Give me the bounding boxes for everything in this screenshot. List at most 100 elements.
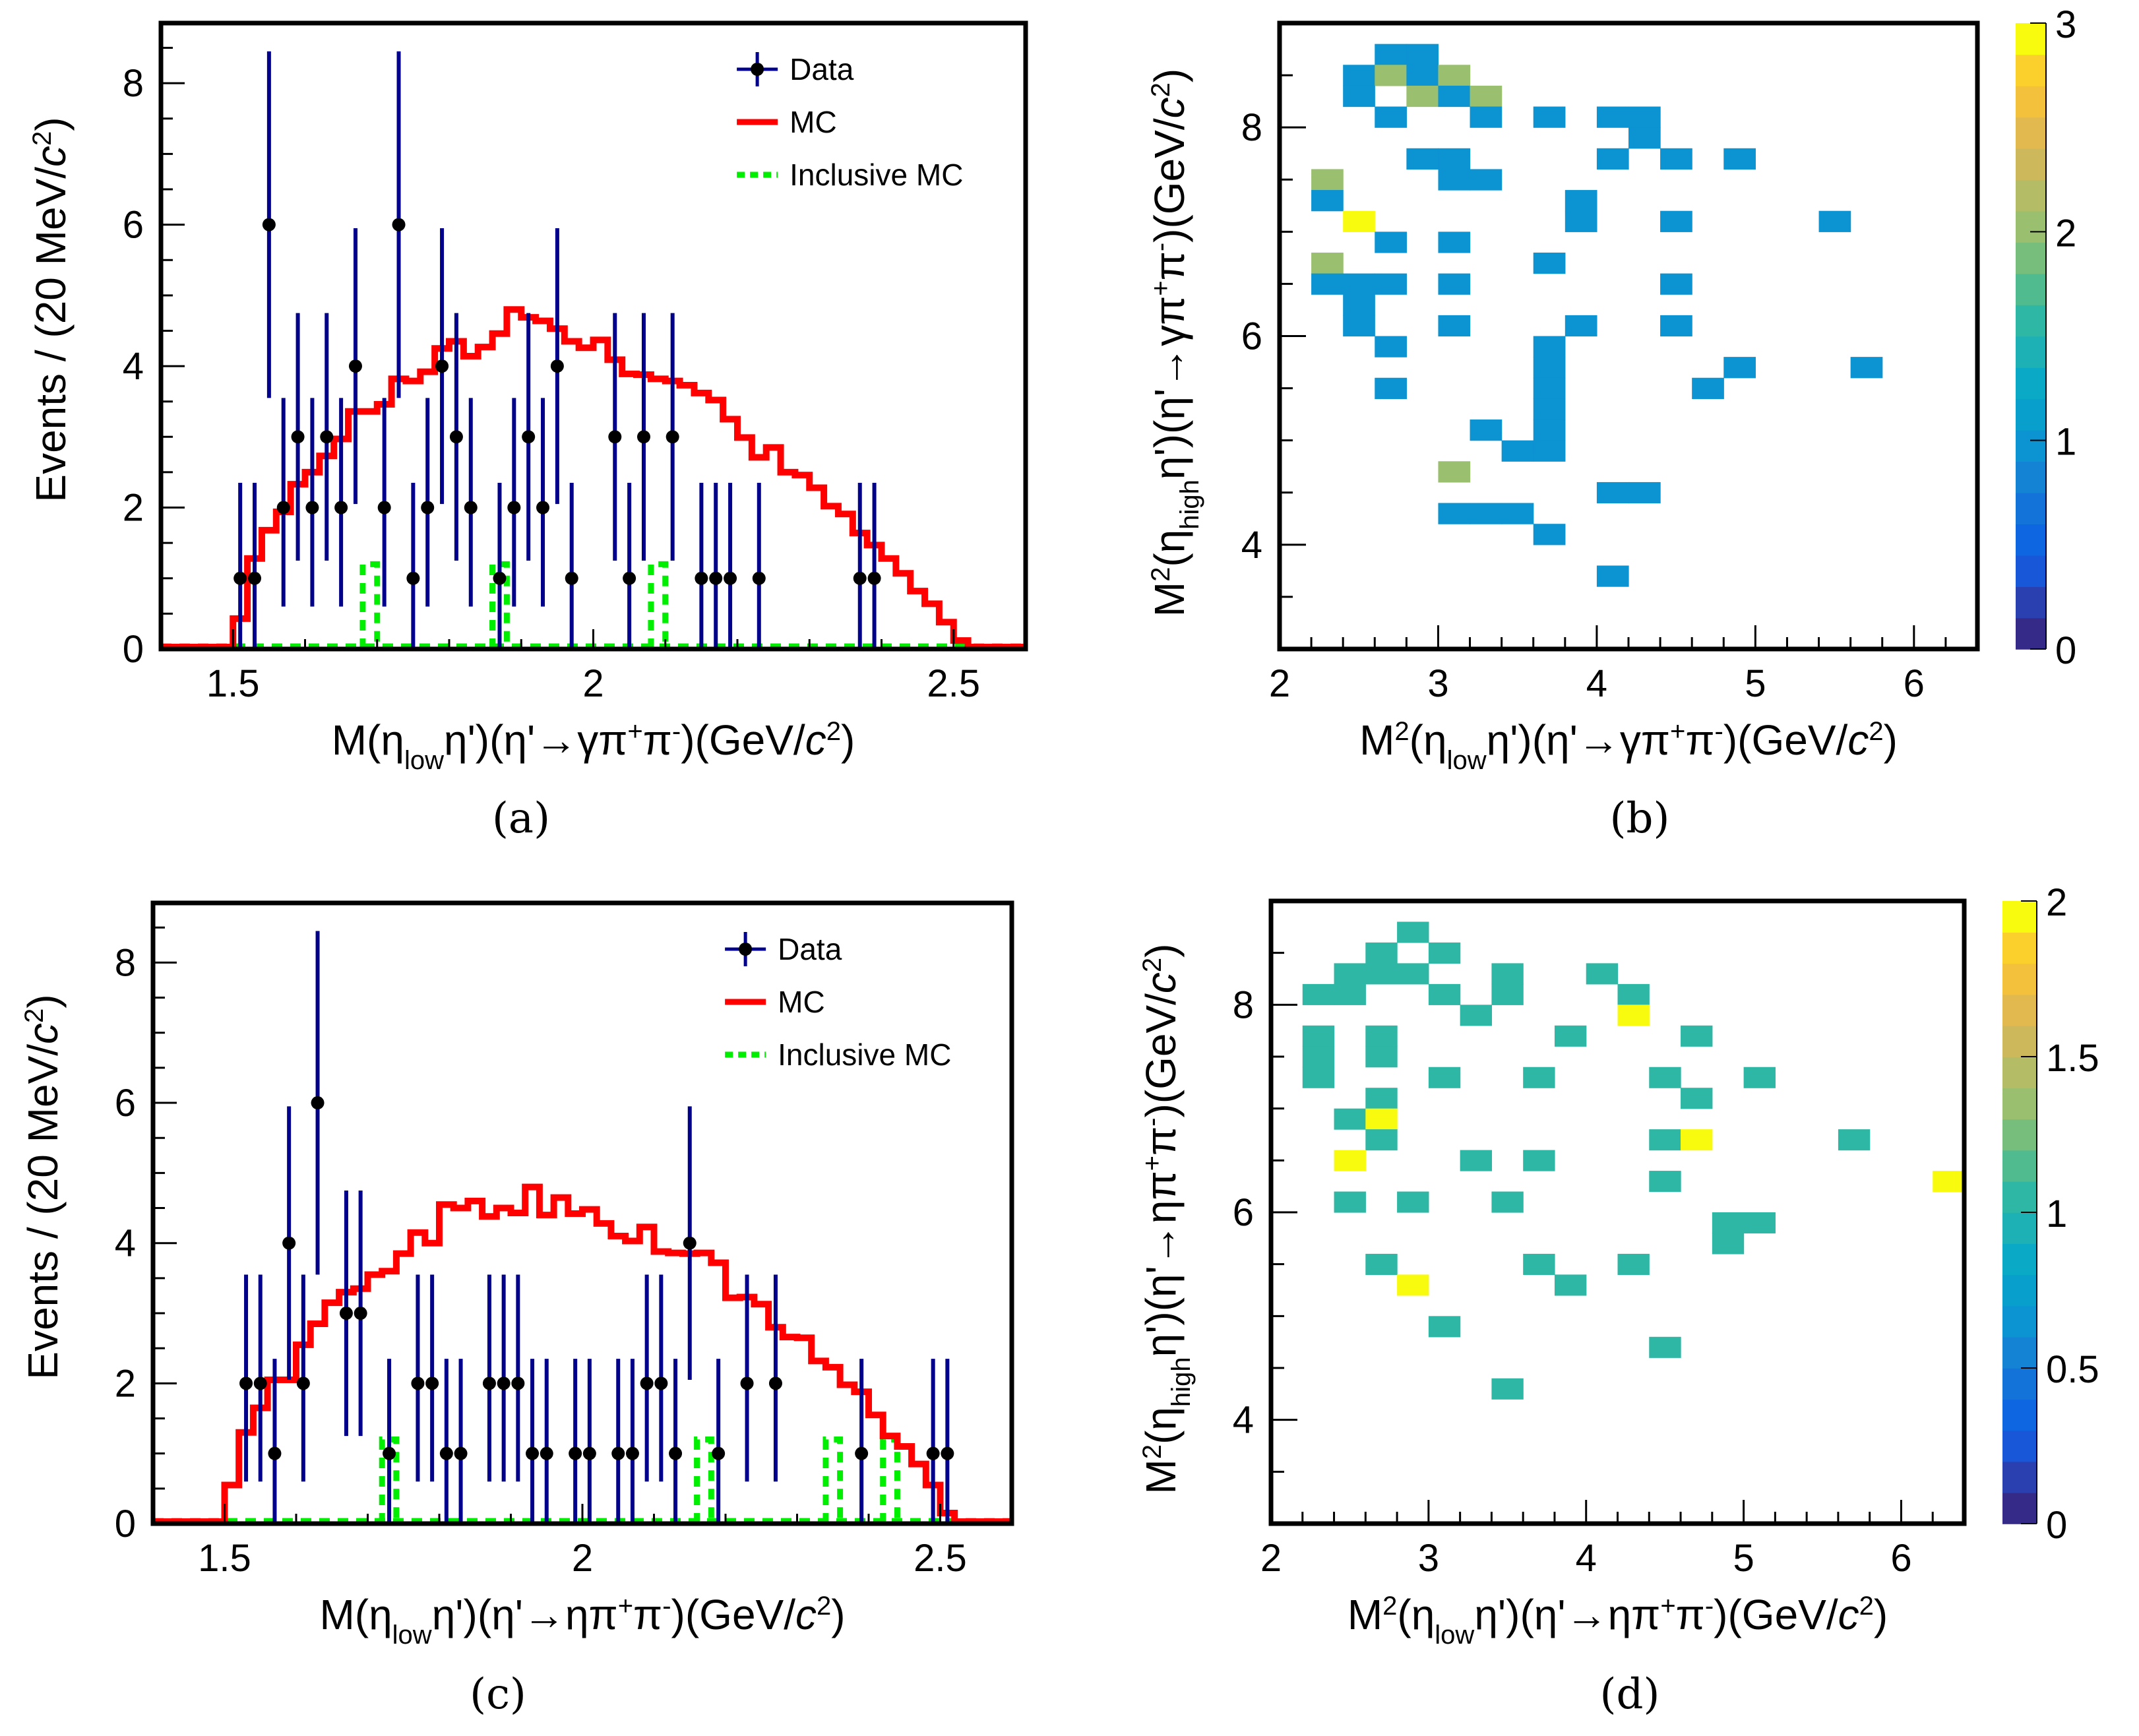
x-tick-label: 3 bbox=[1427, 662, 1448, 705]
data-point bbox=[233, 571, 247, 585]
data-point bbox=[709, 571, 723, 585]
label-superscript: - bbox=[1146, 243, 1175, 251]
heatmap-cell bbox=[1523, 1067, 1555, 1088]
heatmap-cell bbox=[1501, 503, 1534, 524]
y-tick-label: 4 bbox=[123, 345, 144, 388]
label-c: c bbox=[19, 1023, 67, 1044]
heatmap-cell bbox=[1343, 273, 1375, 295]
data-point bbox=[311, 1096, 325, 1110]
heatmap-cell bbox=[1428, 1316, 1461, 1338]
colorbar-band bbox=[2016, 429, 2046, 462]
label-superscript: + bbox=[627, 717, 642, 746]
data-point bbox=[320, 430, 334, 444]
colorbar-band bbox=[2016, 492, 2046, 524]
y-tick-label: 2 bbox=[123, 487, 144, 530]
data-point bbox=[654, 1377, 668, 1390]
label-c: c bbox=[1838, 1591, 1859, 1638]
x-tick-label: 2 bbox=[1269, 662, 1290, 705]
label-text: η')(η'→γπ bbox=[444, 716, 627, 764]
heatmap-cell bbox=[1649, 1171, 1681, 1193]
label-text: π bbox=[1137, 1127, 1185, 1156]
label-superscript: 2 bbox=[28, 131, 57, 146]
label-text: η')(η'→γπ bbox=[1146, 296, 1193, 480]
data-point bbox=[253, 1377, 267, 1390]
heatmap-cell bbox=[1533, 252, 1566, 274]
heatmap-cell bbox=[1660, 210, 1692, 232]
y-tick-label: 6 bbox=[1241, 315, 1262, 358]
label-text: M bbox=[1137, 1459, 1185, 1494]
x-axis-label: M2(ηlowη')(η'→ηπ+π-)(GeV/c2) bbox=[1348, 1591, 1888, 1650]
data-point bbox=[695, 571, 708, 585]
heatmap-cell bbox=[1470, 419, 1503, 441]
heatmap-cell bbox=[1818, 210, 1851, 232]
x-tick-label: 2 bbox=[582, 662, 604, 705]
label-superscript: 2 bbox=[20, 1008, 49, 1023]
y-axis-label: Events / (20 MeV/c2) bbox=[19, 994, 67, 1379]
data-point bbox=[383, 1446, 396, 1460]
x-tick-label: 2 bbox=[572, 1537, 593, 1580]
colorbar-tick-label: 0 bbox=[2046, 1504, 2067, 1547]
heatmap-cell bbox=[1533, 398, 1566, 420]
data-point bbox=[550, 359, 564, 373]
data-point bbox=[377, 501, 391, 514]
heatmap-cell bbox=[1438, 315, 1471, 337]
y-axis-label: M2(ηhighη')(η'→γπ+π-)(GeV/c2) bbox=[1146, 69, 1204, 617]
heatmap-cell bbox=[1491, 983, 1524, 1005]
colorbar-tick-label: 2 bbox=[2055, 212, 2076, 255]
inclusive-mc-bin bbox=[694, 1436, 714, 1524]
heatmap-cell bbox=[1343, 210, 1375, 232]
x-axis-label: M(ηlowη')(η'→ηπ+π-)(GeV/c2) bbox=[319, 1591, 845, 1650]
heatmap-cell bbox=[1397, 963, 1429, 985]
label-text: )(GeV/ bbox=[1137, 993, 1185, 1118]
legend-data-marker bbox=[739, 943, 753, 956]
data-point bbox=[669, 1446, 683, 1460]
colorbar-band bbox=[2002, 932, 2037, 964]
data-point bbox=[248, 571, 262, 585]
y-tick-label: 6 bbox=[115, 1082, 136, 1125]
heatmap-cell bbox=[1596, 481, 1629, 504]
heatmap-cell bbox=[1406, 85, 1439, 108]
heatmap-cell bbox=[1712, 1212, 1745, 1234]
colorbar-band bbox=[2016, 617, 2046, 650]
y-tick-label: 8 bbox=[123, 62, 144, 105]
heatmap-cell bbox=[1365, 1025, 1398, 1047]
data-point bbox=[867, 571, 881, 585]
heatmap-cell bbox=[1649, 1336, 1681, 1358]
data-point bbox=[392, 218, 406, 232]
heatmap-cell bbox=[1311, 252, 1344, 274]
heatmap-cell bbox=[1334, 1191, 1366, 1213]
label-superscript: - bbox=[1705, 1592, 1714, 1621]
heatmap-cell bbox=[1311, 190, 1344, 212]
heatmap-cell bbox=[1565, 190, 1597, 212]
heatmap-cell bbox=[1375, 377, 1407, 399]
label-text: η')(η'→ηπ bbox=[1137, 1171, 1185, 1357]
heatmap-cell bbox=[1438, 503, 1471, 524]
colorbar-band bbox=[2002, 1336, 2037, 1369]
inclusive-mc-bin bbox=[489, 561, 510, 649]
colorbar-band bbox=[2016, 179, 2046, 212]
heatmap-cell bbox=[1692, 377, 1724, 399]
label-text: Events / (20 MeV/ bbox=[19, 1044, 67, 1380]
data-point bbox=[511, 1377, 525, 1390]
heatmap-cell bbox=[1438, 169, 1471, 191]
colorbar-band bbox=[2016, 461, 2046, 493]
colorbar-band bbox=[2016, 398, 2046, 431]
y-tick-label: 0 bbox=[123, 628, 144, 671]
label-superscript: + bbox=[618, 1592, 633, 1621]
heatmap-cell bbox=[1628, 127, 1661, 149]
label-text: η')(η'→ηπ bbox=[432, 1591, 618, 1638]
data-point bbox=[282, 1236, 296, 1250]
heatmap-cell bbox=[1428, 942, 1461, 964]
label-text: ) bbox=[1884, 716, 1898, 764]
y-tick-label: 0 bbox=[115, 1503, 136, 1545]
label-text: M(η bbox=[319, 1591, 392, 1638]
heatmap-cell bbox=[1343, 294, 1375, 316]
x-tick-label: 6 bbox=[1904, 662, 1925, 705]
label-text: π bbox=[1685, 716, 1714, 764]
heatmap-cell bbox=[1334, 983, 1366, 1005]
data-point bbox=[636, 430, 650, 444]
heatmap-cell bbox=[1365, 1108, 1398, 1130]
colorbar-band bbox=[2002, 1212, 2037, 1244]
label-superscript: 2 bbox=[1138, 958, 1167, 972]
inclusive-mc-bin bbox=[822, 1436, 844, 1524]
